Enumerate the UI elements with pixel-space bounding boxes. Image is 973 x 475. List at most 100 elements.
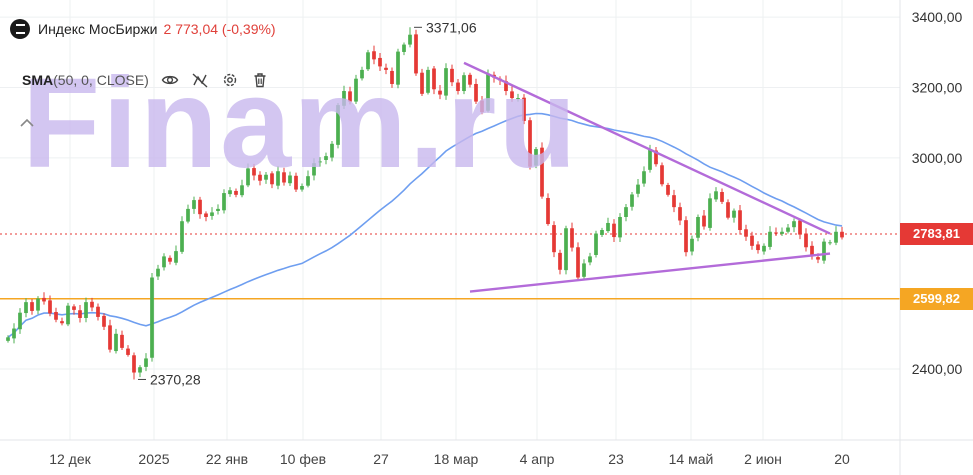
candle xyxy=(402,42,406,56)
candle-body xyxy=(528,120,532,167)
eye-icon[interactable] xyxy=(161,71,179,89)
candle-body xyxy=(642,171,646,184)
candle xyxy=(582,259,586,280)
candle xyxy=(450,64,454,87)
candle-body xyxy=(576,247,580,278)
candle-body xyxy=(396,51,400,85)
x-tick-label: 4 апр xyxy=(520,451,555,467)
candle xyxy=(102,313,106,330)
candle-body xyxy=(210,212,214,216)
candle xyxy=(462,72,466,95)
candle xyxy=(738,205,742,235)
candle-body xyxy=(300,186,304,190)
candle xyxy=(522,94,526,125)
candle-body xyxy=(828,242,832,244)
candle-body xyxy=(78,310,82,318)
candle xyxy=(96,303,100,321)
candle xyxy=(60,317,64,326)
candle-body xyxy=(324,156,328,160)
instrument-header: Индекс МосБиржи 2 773,04 (-0,39%) xyxy=(10,19,276,39)
candle xyxy=(672,189,676,213)
candle xyxy=(150,272,154,362)
candle xyxy=(6,335,10,343)
candle-body xyxy=(240,185,244,196)
candle xyxy=(84,297,88,323)
candle-body xyxy=(444,68,448,96)
hide-signals-icon[interactable] xyxy=(191,71,209,89)
candle xyxy=(576,242,580,282)
y-tick-label: 2400,00 xyxy=(912,361,963,377)
candle-body xyxy=(816,257,820,260)
candle xyxy=(666,182,670,197)
candle-body xyxy=(438,90,442,95)
candle xyxy=(828,239,832,246)
y-tick-label: 3400,00 xyxy=(912,9,963,25)
candle-body xyxy=(312,163,316,176)
candle xyxy=(636,178,640,198)
candle-body xyxy=(162,256,166,268)
candle xyxy=(228,187,232,197)
candle xyxy=(822,238,826,264)
candle xyxy=(342,85,346,109)
candle-body xyxy=(660,165,664,185)
candle-body xyxy=(156,268,160,277)
candle-body xyxy=(66,305,70,325)
candle xyxy=(486,69,490,113)
candle-body xyxy=(114,333,118,352)
candle xyxy=(168,255,172,265)
trash-icon[interactable] xyxy=(251,71,269,89)
gear-icon[interactable] xyxy=(221,71,239,89)
candle-body xyxy=(840,231,844,238)
candle xyxy=(414,29,418,76)
indicator-legend: SMA (50, 0, CLOSE) xyxy=(22,71,269,89)
candle-body xyxy=(720,192,724,202)
candle-body xyxy=(750,235,754,246)
moex-logo-icon xyxy=(10,19,30,39)
indicator-name[interactable]: SMA xyxy=(22,72,54,88)
candle-body xyxy=(666,184,670,195)
candle-body xyxy=(414,34,418,74)
candle-body xyxy=(696,216,700,238)
candle-body xyxy=(570,228,574,248)
low-annotation: 2370,28 xyxy=(150,371,201,387)
candle-body xyxy=(204,213,208,217)
candle xyxy=(126,345,130,357)
candle-body xyxy=(618,216,622,238)
candle-body xyxy=(18,312,22,330)
candle xyxy=(546,193,550,226)
candle-body xyxy=(558,252,562,270)
candle xyxy=(420,68,424,96)
candle xyxy=(540,142,544,199)
candle-body xyxy=(30,302,34,311)
candle xyxy=(642,166,646,187)
collapse-legend-icon[interactable] xyxy=(18,116,36,130)
candle-body xyxy=(306,176,310,186)
candle xyxy=(786,224,790,234)
candle-body xyxy=(792,221,796,228)
candle xyxy=(192,196,196,214)
candle-body xyxy=(552,225,556,253)
candle xyxy=(24,298,28,318)
candle xyxy=(240,179,244,198)
candle-body xyxy=(672,195,676,208)
candle xyxy=(120,330,124,350)
candle-body xyxy=(678,207,682,221)
candle xyxy=(174,245,178,266)
candle xyxy=(768,226,772,250)
candle-body xyxy=(462,75,466,92)
candle xyxy=(426,66,430,95)
candle xyxy=(396,48,400,89)
candle-body xyxy=(360,69,364,79)
candle xyxy=(324,152,328,165)
candle-body xyxy=(648,149,652,170)
candle xyxy=(330,140,334,162)
candle xyxy=(378,53,382,71)
candle xyxy=(534,146,538,169)
candle xyxy=(684,216,688,257)
candle-body xyxy=(384,67,388,70)
candle xyxy=(180,216,184,254)
candle-body xyxy=(408,34,412,45)
candle xyxy=(36,296,40,315)
